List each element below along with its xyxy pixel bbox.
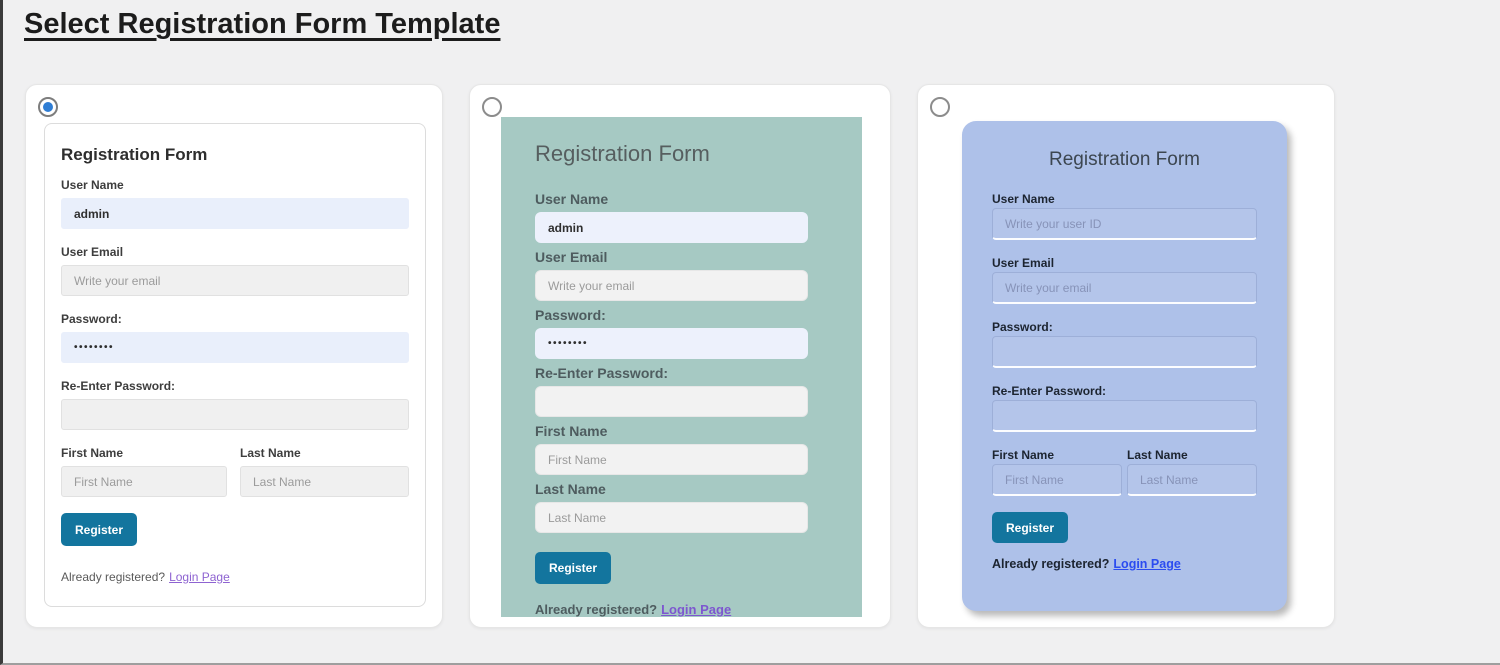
email-label: User Email xyxy=(535,249,608,265)
repassword-label: Re-Enter Password: xyxy=(535,365,669,381)
email-label: User Email xyxy=(61,245,124,259)
email-input[interactable] xyxy=(61,265,409,296)
radio-dot xyxy=(43,102,53,112)
lastname-label: Last Name xyxy=(240,446,301,460)
username-label: User Name xyxy=(992,192,1055,206)
lastname-label: Last Name xyxy=(1127,448,1188,462)
repassword-group: Re-Enter Password: xyxy=(992,384,1257,432)
footer: Already registered? Login Page xyxy=(992,557,1257,571)
template-1-radio[interactable] xyxy=(38,97,58,117)
password-group: Password: xyxy=(535,307,808,359)
email-group: User Email xyxy=(61,245,409,296)
email-label: User Email xyxy=(992,256,1055,270)
footer: Already registered? Login Page xyxy=(535,602,808,617)
username-label: User Name xyxy=(61,178,124,192)
lastname-label: Last Name xyxy=(535,481,606,497)
repassword-input[interactable] xyxy=(61,399,409,430)
firstname-group: First Name xyxy=(992,448,1122,496)
form-title: Registration Form xyxy=(1049,149,1200,170)
repassword-label: Re-Enter Password: xyxy=(992,384,1107,398)
register-button[interactable]: Register xyxy=(61,513,138,546)
email-input[interactable] xyxy=(535,270,808,301)
lastname-group: Last Name xyxy=(240,446,409,497)
email-group: User Email xyxy=(535,249,808,301)
template-card-2: Registration Form User Name User Email P… xyxy=(469,84,891,628)
name-row: First Name Last Name xyxy=(61,446,409,497)
lastname-input[interactable] xyxy=(535,502,808,533)
login-page-link[interactable]: Login Page xyxy=(1113,557,1181,571)
template-card-3: Registration Form User Name User Email P… xyxy=(917,84,1335,628)
firstname-label: First Name xyxy=(992,448,1055,462)
register-button[interactable]: Register xyxy=(992,512,1069,543)
password-input[interactable] xyxy=(992,336,1257,368)
email-input[interactable] xyxy=(992,272,1257,304)
lastname-group: Last Name xyxy=(535,481,808,533)
username-group: User Name xyxy=(992,192,1257,240)
repassword-group: Re-Enter Password: xyxy=(535,365,808,417)
email-group: User Email xyxy=(992,256,1257,304)
lastname-input[interactable] xyxy=(1127,464,1257,496)
repassword-group: Re-Enter Password: xyxy=(61,379,409,430)
register-button[interactable]: Register xyxy=(535,552,612,584)
template-1-preview: Registration Form User Name User Email P… xyxy=(44,123,426,607)
radio-dot xyxy=(487,102,497,112)
username-input[interactable] xyxy=(61,198,409,229)
username-group: User Name xyxy=(535,191,808,243)
template-2-preview: Registration Form User Name User Email P… xyxy=(501,117,862,617)
firstname-group: First Name xyxy=(535,423,808,475)
form-title: Registration Form xyxy=(61,145,208,164)
repassword-input[interactable] xyxy=(992,400,1257,432)
firstname-input[interactable] xyxy=(61,466,227,497)
lastname-group: Last Name xyxy=(1127,448,1257,496)
firstname-label: First Name xyxy=(61,446,124,460)
login-page-link[interactable]: Login Page xyxy=(661,602,732,617)
username-input[interactable] xyxy=(535,212,808,243)
repassword-input[interactable] xyxy=(535,386,808,417)
password-label: Password: xyxy=(61,312,122,326)
firstname-label: First Name xyxy=(535,423,608,439)
template-2-radio[interactable] xyxy=(482,97,502,117)
page-title: Select Registration Form Template xyxy=(24,8,501,40)
name-row: First Name Last Name xyxy=(992,448,1257,496)
password-input[interactable] xyxy=(535,328,808,359)
username-input[interactable] xyxy=(992,208,1257,240)
login-page-link[interactable]: Login Page xyxy=(169,570,230,584)
radio-dot xyxy=(935,102,945,112)
firstname-group: First Name xyxy=(61,446,227,497)
firstname-input[interactable] xyxy=(535,444,808,475)
template-card-1: Registration Form User Name User Email P… xyxy=(25,84,443,628)
username-label: User Name xyxy=(535,191,609,207)
footer: Already registered? Login Page xyxy=(61,570,409,584)
firstname-input[interactable] xyxy=(992,464,1122,496)
repassword-label: Re-Enter Password: xyxy=(61,379,176,393)
lastname-input[interactable] xyxy=(240,466,409,497)
footer-text: Already registered? xyxy=(992,557,1110,571)
password-input[interactable] xyxy=(61,332,409,363)
footer-text: Already registered? xyxy=(61,570,166,584)
password-group: Password: xyxy=(992,320,1257,368)
username-group: User Name xyxy=(61,178,409,229)
password-group: Password: xyxy=(61,312,409,363)
template-3-preview: Registration Form User Name User Email P… xyxy=(962,121,1287,611)
password-label: Password: xyxy=(992,320,1053,334)
footer-text: Already registered? xyxy=(535,602,658,617)
template-3-radio[interactable] xyxy=(930,97,950,117)
password-label: Password: xyxy=(535,307,606,323)
form-title: Registration Form xyxy=(535,141,710,166)
